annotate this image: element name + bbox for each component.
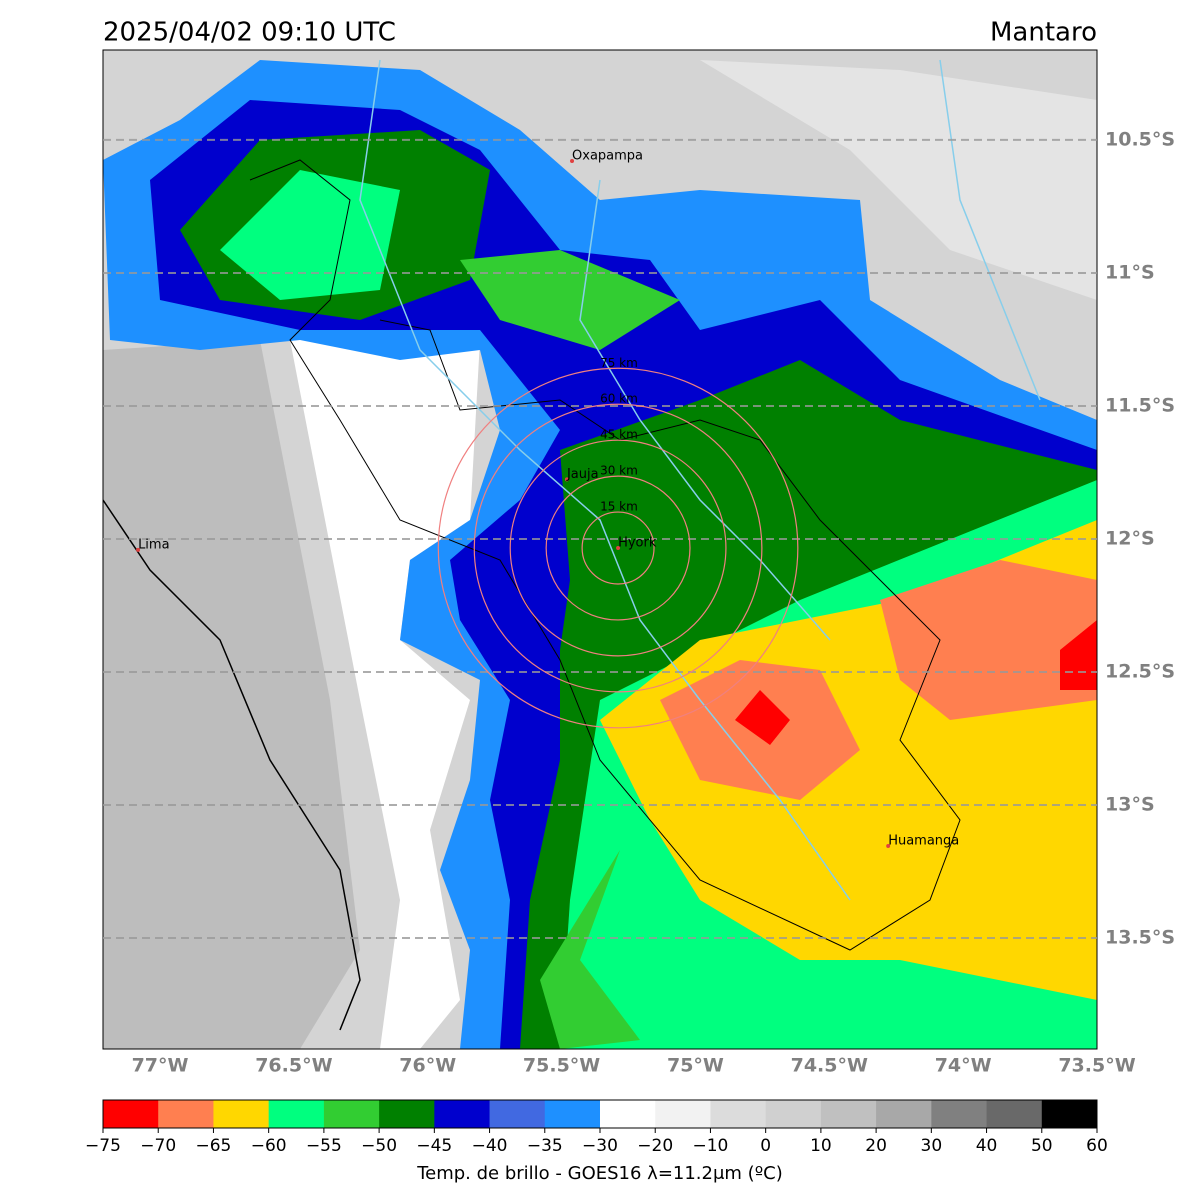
colorbar-segment	[489, 1100, 546, 1128]
ring-label: 60 km	[600, 392, 638, 406]
colorbar-tick-label: 20	[865, 1136, 887, 1156]
lat-label: 13°S	[1105, 794, 1155, 816]
colorbar-tick-label: −45	[416, 1136, 452, 1156]
colorbar-tick-label: −10	[692, 1136, 728, 1156]
lat-label: 12°S	[1105, 527, 1155, 549]
lon-label: 76°W	[399, 1055, 456, 1077]
colorbar-tick-label: −20	[637, 1136, 673, 1156]
city-dot	[616, 546, 621, 551]
range-ring	[437, 367, 799, 729]
colorbar-tick-label: −70	[140, 1136, 176, 1156]
colorbar-segment	[1041, 1100, 1098, 1128]
lon-label: 73.5°W	[1058, 1055, 1135, 1077]
colorbar-segment	[876, 1100, 932, 1128]
city-dot	[570, 158, 575, 163]
colorbar-segment	[379, 1100, 435, 1128]
range-ring	[545, 475, 691, 621]
city-dot	[564, 477, 569, 482]
lat-label: 11°S	[1105, 261, 1155, 283]
city-dot	[136, 547, 141, 552]
colorbar-segment	[103, 1100, 159, 1128]
colorbar-segment	[931, 1100, 988, 1128]
region: Mantaro	[990, 18, 1097, 48]
colorbar-label: Temp. de brillo - GOES16 λ=11.2μm (ºC)	[416, 1163, 783, 1184]
lon-label: 76.5°W	[255, 1055, 332, 1077]
colorbar-segment	[820, 1100, 877, 1128]
city-label: Jauja	[566, 467, 599, 482]
colorbar-tick-label: 10	[810, 1136, 832, 1156]
satellite-image	[103, 50, 1097, 1049]
colorbar-segment	[986, 1100, 1043, 1128]
city-label: Oxapampa	[572, 148, 643, 163]
colorbar-tick-label: −50	[361, 1136, 397, 1156]
title: 2025/04/02 09:10 UTC	[103, 18, 396, 48]
lon-label: 75°W	[667, 1055, 724, 1077]
city-label: Lima	[138, 537, 169, 552]
range-ring	[509, 439, 727, 657]
lon-label: 74°W	[935, 1055, 992, 1077]
colorbar-segment	[655, 1100, 711, 1128]
lat-label: 11.5°S	[1105, 394, 1175, 416]
colorbar-segment	[268, 1100, 325, 1128]
ring-label: 45 km	[600, 428, 638, 442]
colorbar-tick-label: 60	[1086, 1136, 1108, 1156]
colorbar-tick-label: −35	[527, 1136, 563, 1156]
colorbar-segment	[213, 1100, 270, 1128]
colorbar-tick-label: −55	[306, 1136, 342, 1156]
lon-label: 75.5°W	[523, 1055, 600, 1077]
colorbar-segment	[765, 1100, 822, 1128]
city-dot	[886, 844, 891, 849]
colorbar-segment	[323, 1100, 380, 1128]
colorbar-tick-label: −60	[251, 1136, 287, 1156]
ring-label: 15 km	[600, 500, 638, 514]
range-ring	[473, 403, 763, 693]
colorbar-tick-label: 40	[976, 1136, 998, 1156]
colorbar-tick-label: 0	[760, 1136, 771, 1156]
colorbar-segment	[544, 1100, 601, 1128]
colorbar-tick-label: −65	[195, 1136, 231, 1156]
city-label: Hyork	[618, 536, 657, 551]
colorbar-tick-label: 50	[1031, 1136, 1053, 1156]
ring-label: 30 km	[600, 464, 638, 478]
colorbar-tick-label: −40	[472, 1136, 508, 1156]
lat-label: 13.5°S	[1105, 927, 1175, 949]
colorbar-segment	[158, 1100, 214, 1128]
lat-label: 10.5°S	[1105, 128, 1175, 150]
colorbar-tick-label: −75	[85, 1136, 121, 1156]
range-ring	[581, 511, 655, 585]
colorbar-segment	[434, 1100, 491, 1128]
colorbar-tick-label: 30	[921, 1136, 943, 1156]
map-frame	[102, 49, 1098, 1050]
lon-label: 74.5°W	[791, 1055, 868, 1077]
colorbar-segment	[710, 1100, 767, 1128]
ring-label: 75 km	[600, 356, 638, 370]
lon-label: 77°W	[132, 1055, 189, 1077]
city-label: Huamanga	[888, 834, 959, 849]
lat-label: 12.5°S	[1105, 661, 1175, 683]
colorbar-segment	[600, 1100, 656, 1128]
colorbar-tick-label: −30	[582, 1136, 618, 1156]
